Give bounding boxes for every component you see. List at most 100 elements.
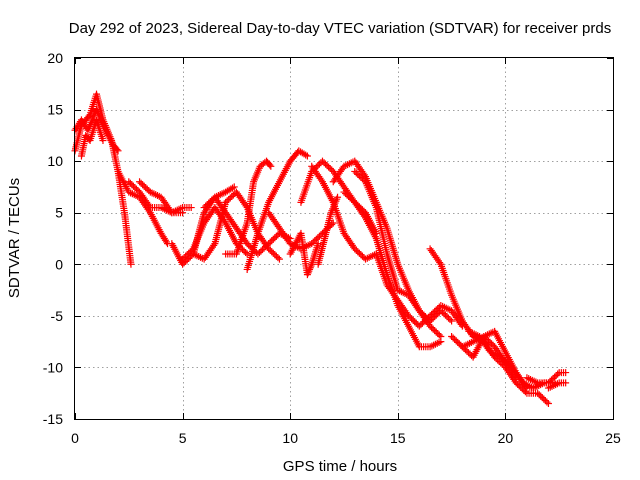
data-point [517, 383, 525, 391]
data-point [505, 360, 513, 368]
data-point [272, 232, 280, 240]
data-point [268, 248, 276, 256]
data-point [325, 163, 333, 171]
data-point [314, 234, 322, 242]
data-point [534, 389, 542, 397]
data-point [436, 259, 444, 267]
data-point [415, 322, 423, 330]
data-point [354, 248, 362, 256]
data-point [240, 247, 248, 255]
data-point [143, 185, 151, 193]
data-point [535, 391, 543, 399]
data-point [541, 397, 549, 405]
data-point [314, 240, 322, 248]
data-point [360, 212, 368, 220]
series-arc-26 [523, 369, 570, 387]
data-point [449, 334, 457, 342]
data-point [434, 304, 442, 312]
data-point [274, 254, 282, 262]
data-point [242, 248, 250, 256]
data-point [228, 193, 236, 201]
data-point [426, 312, 434, 320]
data-point [185, 249, 193, 257]
data-point [182, 252, 190, 260]
data-point [409, 316, 417, 324]
data-point [268, 237, 276, 245]
data-point [302, 151, 310, 159]
data-point [206, 198, 214, 206]
y-tick-label: 15 [47, 102, 63, 118]
data-point [114, 147, 122, 155]
data-point [314, 162, 322, 170]
data-point [441, 311, 449, 319]
data-point [352, 246, 360, 254]
series-arc-11 [222, 157, 275, 258]
data-point [406, 313, 414, 321]
x-tick-label: 5 [179, 430, 187, 446]
data-point [203, 201, 211, 209]
series-arc-27 [544, 379, 570, 392]
data-point [417, 308, 425, 316]
data-point [304, 269, 312, 277]
data-point [405, 312, 413, 320]
data-point [342, 190, 350, 198]
data-point [202, 202, 210, 210]
series-arc-2 [71, 106, 122, 155]
data-points [71, 90, 570, 408]
data-point [139, 181, 147, 189]
data-point [502, 358, 510, 366]
y-axis-label: SDTVAR / TECUs [6, 178, 23, 298]
data-point [162, 238, 170, 246]
x-tick-label: 0 [71, 430, 79, 446]
data-point [562, 369, 570, 377]
data-point [348, 195, 356, 203]
data-point [432, 328, 440, 336]
data-point [488, 340, 496, 348]
x-axis-label: GPS time / hours [283, 458, 397, 475]
data-point [346, 194, 354, 202]
data-point [548, 376, 556, 384]
data-point [229, 184, 237, 192]
data-point [267, 162, 275, 170]
axis-ticks: 0 5 10 15 20 25 -15 -10 -5 0 5 10 15 20 [43, 50, 621, 446]
data-point [263, 241, 271, 249]
data-point [306, 264, 314, 272]
data-point [454, 338, 462, 346]
data-point [355, 249, 363, 257]
data-point [259, 246, 267, 254]
data-point [431, 327, 439, 335]
data-point [418, 310, 426, 318]
data-point [306, 265, 314, 273]
data-point [183, 251, 191, 259]
data-point [142, 184, 150, 192]
data-point [140, 182, 148, 190]
plot-frame [74, 57, 614, 420]
data-point [484, 337, 492, 345]
data-point [435, 331, 443, 339]
series-arc-20 [351, 167, 456, 325]
data-point [412, 319, 420, 327]
data-point [266, 246, 274, 254]
x-tick-label: 20 [498, 430, 514, 446]
data-point [358, 175, 366, 183]
data-point [352, 169, 360, 177]
data-point [540, 395, 548, 403]
data-point [415, 307, 423, 315]
y-tick-label: 20 [47, 50, 63, 66]
data-point [132, 185, 140, 193]
series-arc-16 [308, 162, 380, 263]
data-point [355, 172, 363, 180]
data-point [514, 380, 522, 388]
series-arc-17 [314, 193, 342, 268]
data-point [562, 379, 570, 387]
data-point [445, 314, 453, 322]
data-point [303, 271, 311, 279]
data-point [225, 195, 233, 203]
data-point [465, 349, 473, 357]
data-point [99, 137, 107, 145]
data-point [309, 238, 317, 246]
data-point [131, 184, 139, 192]
data-point [262, 243, 270, 251]
data-point [266, 161, 274, 169]
data-point [503, 359, 511, 367]
